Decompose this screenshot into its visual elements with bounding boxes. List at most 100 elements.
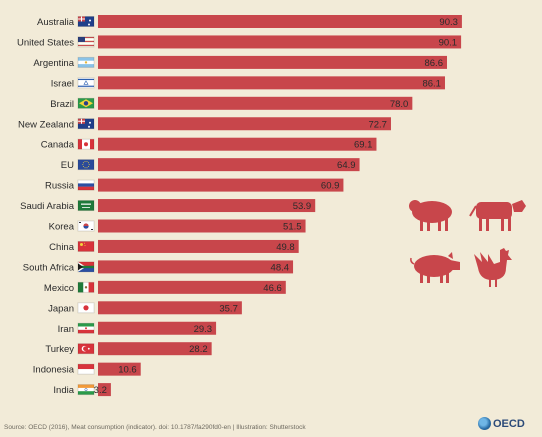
bar [98, 199, 316, 213]
value-label: 86.1 [422, 78, 441, 89]
bar-row: Indonesia 10.6 [33, 362, 141, 376]
country-label: Brazil [50, 99, 74, 110]
bar-row: Brazil 78.0 [50, 96, 413, 110]
japan-flag-icon [77, 302, 95, 314]
bar-row: South Africa 48.4 [23, 260, 294, 274]
bar [98, 239, 299, 253]
country-label: Iran [58, 324, 74, 335]
south-africa-flag-icon [77, 261, 95, 273]
bar [98, 342, 212, 356]
bar [98, 219, 306, 233]
bar [98, 35, 462, 49]
value-label: 69.1 [354, 140, 373, 151]
bar-row: China 49.8 [49, 239, 299, 253]
country-label: China [49, 242, 75, 253]
korea-flag-icon [77, 220, 95, 232]
indonesia-flag-icon [77, 363, 95, 375]
rooster-icon [474, 248, 512, 287]
country-label: Korea [49, 222, 75, 233]
value-label: 29.3 [194, 324, 213, 335]
value-label: 72.7 [368, 119, 387, 130]
value-label: 46.6 [263, 283, 282, 294]
bar-row: Japan 35.7 [48, 301, 242, 315]
bar-row: India 3.2 [53, 383, 111, 397]
bar-row: Saudi Arabia 53.9 [20, 199, 316, 213]
bar [98, 96, 413, 110]
bar-row: Argentina 86.6 [33, 55, 447, 69]
value-label: 60.9 [321, 181, 340, 192]
value-label: 53.9 [293, 201, 312, 212]
bar [98, 362, 141, 376]
country-label: Indonesia [33, 365, 75, 376]
brazil-flag-icon [77, 97, 95, 109]
value-label: 78.0 [390, 99, 409, 110]
bar [98, 178, 344, 192]
bar-row: Israel 86.1 [51, 76, 445, 90]
country-label: Argentina [33, 58, 74, 69]
country-label: Saudi Arabia [20, 201, 75, 212]
country-label: Australia [37, 17, 75, 28]
bar-row: Australia 90.3 [37, 15, 462, 28]
value-label: 3.2 [94, 385, 107, 396]
bar-row: New Zealand 72.7 [18, 117, 391, 131]
country-label: New Zealand [18, 119, 74, 130]
canada-flag-icon [77, 138, 95, 150]
bar [98, 55, 447, 69]
cow-icon [469, 200, 526, 231]
country-label: South Africa [23, 262, 75, 273]
bar-row: Mexico 46.6 [44, 280, 286, 294]
bar [98, 137, 377, 151]
sheep-icon [409, 200, 452, 231]
bar [98, 301, 242, 315]
country-label: Israel [51, 78, 74, 89]
australia-flag-icon [77, 16, 95, 27]
bar [98, 321, 217, 335]
united-states-flag-icon [77, 36, 95, 48]
bar-row: Korea 51.5 [49, 219, 306, 233]
bar [98, 15, 462, 28]
source-note: Source: OECD (2016), Meat consumption (i… [4, 424, 306, 431]
value-label: 35.7 [219, 303, 238, 314]
country-label: Russia [45, 181, 75, 192]
bar [98, 76, 445, 90]
value-label: 28.2 [189, 344, 208, 355]
oecd-logo: OECD [478, 417, 525, 430]
iran-flag-icon [77, 322, 95, 334]
turkey-flag-icon [77, 343, 95, 355]
saudi-arabia-flag-icon [77, 200, 95, 212]
value-label: 64.9 [337, 160, 356, 171]
country-label: United States [17, 37, 74, 48]
value-label: 48.4 [271, 262, 290, 273]
bar-row: Iran 29.3 [58, 321, 217, 335]
bar [98, 383, 111, 397]
russia-flag-icon [77, 179, 95, 191]
bar-row: Russia 60.9 [45, 178, 344, 192]
pig-icon [410, 252, 460, 283]
israel-flag-icon [77, 77, 95, 89]
country-label: Japan [48, 303, 74, 314]
country-label: Mexico [44, 283, 74, 294]
value-label: 51.5 [283, 222, 302, 233]
argentina-flag-icon [77, 56, 95, 68]
value-label: 86.6 [424, 58, 443, 69]
bar-row: EU 64.9 [61, 158, 360, 172]
bar [98, 280, 286, 294]
value-label: 90.3 [439, 17, 458, 28]
bar-rows: Australia 90.3 United States 90.1 Argentina 8… [17, 15, 462, 397]
bar [98, 158, 360, 172]
oecd-globe-icon [478, 417, 491, 430]
bar-row: United States 90.1 [17, 35, 462, 49]
country-label: EU [61, 160, 74, 171]
india-flag-icon [77, 384, 95, 396]
bar-row: Turkey 28.2 [45, 342, 212, 356]
oecd-logo-text: OECD [493, 417, 525, 430]
value-label: 10.6 [118, 365, 137, 376]
mexico-flag-icon [77, 281, 95, 293]
country-label: Turkey [45, 344, 74, 355]
bar [98, 260, 294, 274]
eu-flag-icon [77, 159, 95, 171]
value-label: 49.8 [276, 242, 295, 253]
country-label: India [53, 385, 74, 396]
bar [98, 117, 391, 131]
